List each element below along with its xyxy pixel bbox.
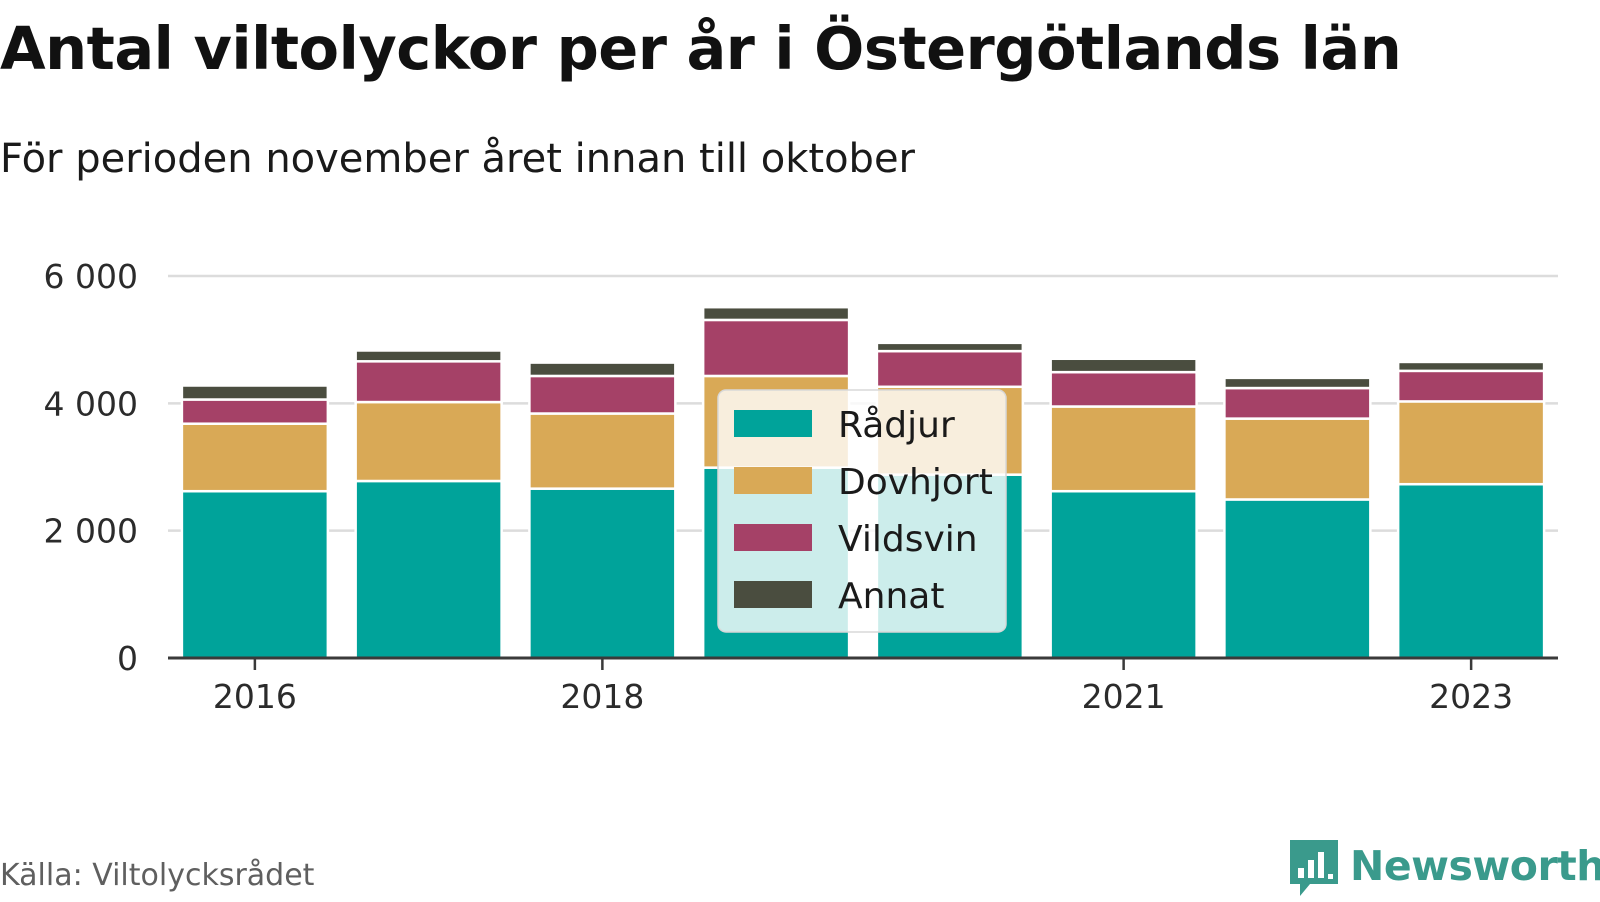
x-tick-label: 2021 — [1082, 677, 1166, 716]
bar-chart-speech-bubble-icon — [1288, 838, 1340, 902]
y-tick-label: 4 000 — [44, 384, 138, 423]
legend-label: Annat — [838, 576, 944, 617]
y-tick-label: 2 000 — [44, 512, 138, 551]
bar-segment-vildsvin-2023 — [1396, 369, 1546, 403]
bar-segment-rådjur-2016 — [180, 489, 330, 660]
bar-segment-rådjur-2021 — [1049, 489, 1198, 660]
x-tick-label: 2023 — [1429, 677, 1513, 716]
bar-segment-dovhjort-2021 — [1049, 405, 1198, 493]
bar-segment-annat-2018 — [528, 361, 677, 378]
bar-segment-annat-2022 — [1223, 376, 1372, 390]
chart-title: Antal viltolyckor per år i Östergötlands… — [0, 14, 1402, 83]
legend-swatch-annat — [734, 581, 812, 608]
bar-segment-annat-2017 — [354, 349, 503, 363]
bar-segment-vildsvin-2017 — [354, 360, 503, 404]
y-tick-label: 0 — [117, 639, 138, 678]
bar-segment-vildsvin-2016 — [180, 398, 330, 425]
stacked-bar-chart: 0 2 000 4 000 6 000 2016 2018 2021 2023 Rådjur D… — [44, 257, 1558, 716]
legend-label: Rådjur — [838, 405, 955, 446]
bar-segment-dovhjort-2017 — [354, 400, 503, 483]
legend: Rådjur Dovhjort Vildsvin Annat — [717, 389, 1007, 633]
bar-segment-vildsvin-2019 — [701, 318, 851, 378]
bar-segment-vildsvin-2018 — [528, 374, 677, 415]
bar-segment-rådjur-2022 — [1223, 498, 1372, 660]
legend-swatch-vildsvin — [734, 524, 812, 551]
bar-segment-vildsvin-2022 — [1223, 386, 1372, 420]
bar-segment-annat-2023 — [1396, 360, 1546, 373]
x-tick-label: 2018 — [560, 677, 644, 716]
bar-segment-dovhjort-2018 — [528, 412, 677, 490]
legend-swatch-rådjur — [734, 410, 812, 437]
bar-segment-vildsvin-2021 — [1049, 370, 1198, 408]
axes: 0 2 000 4 000 6 000 2016 2018 2021 2023 — [44, 257, 1558, 716]
brand-logo[interactable]: Newsworthy — [1288, 838, 1600, 902]
legend-label: Dovhjort — [838, 462, 993, 503]
bar-segment-annat-2020 — [875, 341, 1025, 353]
chart-subtitle: För perioden november året innan till ok… — [0, 136, 915, 182]
legend-swatch-dovhjort — [734, 467, 812, 494]
bar-segment-dovhjort-2016 — [180, 422, 330, 493]
bar-segment-rådjur-2017 — [354, 479, 503, 660]
y-tick-label: 6 000 — [44, 257, 138, 296]
x-tick-label: 2016 — [213, 677, 297, 716]
bar-segment-annat-2019 — [701, 305, 851, 322]
bar-segment-rådjur-2018 — [528, 487, 677, 660]
source-note: Källa: Viltolycksrådet — [0, 858, 315, 893]
bar-segment-rådjur-2023 — [1396, 482, 1546, 660]
brand-name: Newsworthy — [1350, 842, 1600, 890]
bar-segment-dovhjort-2023 — [1396, 400, 1546, 486]
legend-box — [717, 389, 1007, 633]
bar-segment-vildsvin-2020 — [875, 349, 1025, 389]
legend-label: Vildsvin — [838, 519, 978, 560]
bar-segment-annat-2016 — [180, 384, 330, 401]
bar-segment-annat-2021 — [1049, 357, 1198, 374]
bar-segment-dovhjort-2022 — [1223, 417, 1372, 501]
